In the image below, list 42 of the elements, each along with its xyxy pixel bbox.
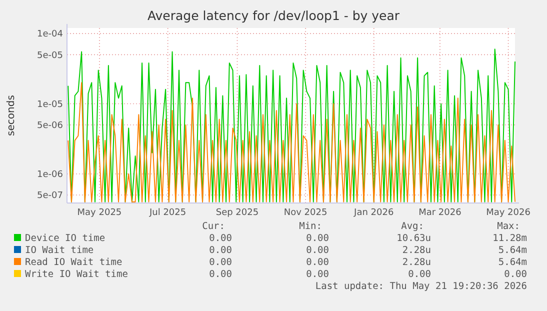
legend-label: Device IO time (25, 233, 106, 244)
text: 0.00 (306, 269, 330, 280)
text: 0.00 (306, 245, 330, 256)
x-tick-label: May 2026 (486, 208, 531, 218)
text: 2.28u (402, 257, 431, 268)
y-tick-label: 1e-06 (37, 170, 64, 180)
y-tick-label: 5e-06 (37, 121, 64, 132)
text: 0.00 (306, 233, 330, 244)
legend-label: Write IO Wait time (25, 269, 128, 280)
text: 0.00 (209, 257, 232, 268)
line-series (68, 48, 516, 202)
text: Avg: (401, 221, 424, 232)
text: 0.00 (408, 269, 432, 280)
x-tick-label: Mar 2026 (418, 208, 462, 218)
text: 5.64m (498, 245, 528, 256)
y-tick-label: 5e-07 (37, 191, 63, 202)
x-tick-label: Nov 2025 (284, 208, 328, 218)
y-axis-title: seconds (6, 95, 17, 136)
text: 0.00 (209, 233, 232, 244)
x-tick-label: May 2025 (77, 208, 122, 218)
text: Last update: Thu May 21 19:20:36 2026 (315, 281, 528, 292)
chart-title: Average latency for /dev/loop1 - by year (147, 8, 400, 23)
text: 10.63u (396, 233, 431, 244)
text: 0.00 (209, 245, 232, 256)
text: 0.00 (306, 257, 330, 268)
y-tick-label: 1e-04 (37, 30, 64, 40)
legend-label: IO Wait time (25, 245, 94, 256)
text: 11.28m (492, 233, 528, 244)
text: Max: (497, 221, 520, 232)
x-tick-label: Sep 2025 (216, 208, 259, 218)
x-tick-label: Jan 2026 (353, 208, 394, 218)
text: 0.00 (504, 269, 528, 280)
text: 5.64m (498, 257, 528, 268)
text: 2.28u (402, 245, 431, 256)
x-tick-label: Jul 2025 (148, 208, 186, 218)
line-series (68, 82, 516, 202)
text: Min: (299, 221, 322, 232)
text: Cur: (202, 221, 225, 232)
y-tick-label: 1e-05 (37, 100, 63, 110)
text: 0.00 (209, 269, 232, 280)
legend-label: Read IO Wait time (25, 257, 123, 268)
y-tick-label: 5e-05 (37, 50, 63, 61)
